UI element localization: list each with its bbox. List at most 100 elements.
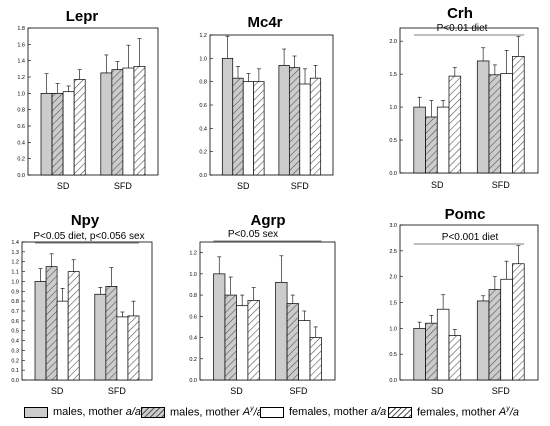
lepr-bar-sfd-s2 bbox=[111, 69, 124, 176]
mc4r-ytick-label: 0.8 bbox=[199, 80, 207, 86]
mc4r-ytick-label: 0.2 bbox=[199, 150, 207, 156]
pomc-bar-sfd-s1 bbox=[476, 300, 490, 381]
npy-ytick-label: 0.2 bbox=[11, 358, 19, 364]
legend-item: females, mother Ay/a bbox=[388, 405, 519, 419]
npy-bar-sd-s1 bbox=[34, 281, 47, 381]
npy-bar-sfd-s3 bbox=[116, 316, 129, 381]
legend-label: males, mother Ay/a bbox=[170, 405, 263, 419]
mc4r-ytick-label: 0.0 bbox=[199, 173, 207, 179]
crh-bar-sfd-s4 bbox=[512, 55, 525, 174]
agrp-ytick-label: 0.4 bbox=[189, 336, 197, 342]
agrp-bar-sfd-s2 bbox=[286, 303, 299, 381]
npy-bar-sfd-s1 bbox=[94, 293, 107, 381]
agrp-bar-sd-s2 bbox=[224, 294, 237, 381]
crh-bar-sfd-s3 bbox=[500, 73, 513, 174]
npy-ytick-label: 1.0 bbox=[11, 279, 19, 285]
agrp-ytick-label: 0.0 bbox=[189, 378, 197, 384]
lepr-ytick-label: 0.0 bbox=[17, 173, 25, 179]
pomc-ytick-label: 2.0 bbox=[389, 275, 397, 281]
lepr-bar-sd-s2 bbox=[51, 92, 64, 176]
mc4r-bar-sd-s1 bbox=[221, 57, 234, 176]
agrp-bar-sd-s1 bbox=[213, 273, 226, 381]
agrp-bar-sfd-s4 bbox=[309, 337, 322, 381]
npy-xtick-label-sd: SD bbox=[51, 386, 64, 396]
crh-bar-sfd-s1 bbox=[476, 60, 490, 174]
npy-bar-sd-s3 bbox=[56, 300, 69, 381]
mc4r-ytick-label: 1.2 bbox=[199, 33, 207, 39]
legend-label: males, mother a/a bbox=[53, 406, 142, 418]
lepr-ytick-label: 0.2 bbox=[17, 157, 25, 163]
legend-item: males, mother Ay/a bbox=[141, 405, 263, 419]
agrp-plot-frame bbox=[199, 241, 336, 381]
npy-ytick-label: 1.1 bbox=[11, 270, 19, 276]
pomc-ytick-label: 3.0 bbox=[389, 223, 397, 229]
npy-bar-sfd-s2 bbox=[105, 286, 118, 381]
legend-swatch bbox=[388, 406, 412, 418]
pomc-xtick-label-sfd: SFD bbox=[492, 386, 511, 396]
crh-bar-sfd-s2 bbox=[488, 74, 502, 174]
crh-bar-sd-s4 bbox=[448, 75, 462, 174]
npy-ytick-label: 0.4 bbox=[11, 339, 19, 345]
legend-swatch bbox=[24, 406, 48, 418]
pomc-ytick-label: 0.0 bbox=[389, 378, 397, 384]
mc4r-ytick-label: 1.0 bbox=[199, 56, 207, 62]
npy-ytick-label: 0.1 bbox=[11, 368, 19, 374]
lepr-ytick-label: 1.2 bbox=[17, 75, 25, 81]
mc4r-bar-sd-s4 bbox=[253, 81, 265, 176]
crh-xtick-label-sd: SD bbox=[431, 180, 444, 190]
pomc-ytick-label: 0.5 bbox=[389, 352, 397, 358]
figure-panels: Lepr 0.0 0.2 0.4 0.6 0.8 1.0 1.2 1.4 1.6 1.8 SD SFD M… bbox=[11, 5, 539, 396]
npy-significance-label: P<0.05 diet, p<0.056 sex bbox=[33, 231, 144, 242]
mc4r-bar-sfd-s4 bbox=[309, 77, 322, 176]
lepr-ytick-label: 1.8 bbox=[17, 26, 25, 32]
pomc-bar-sfd-s4 bbox=[512, 263, 525, 381]
pomc-ytick-label: 1.5 bbox=[389, 301, 397, 307]
legend-label: females, mother Ay/a bbox=[417, 405, 519, 419]
legend-swatch bbox=[141, 406, 165, 418]
crh-significance-label: P<0.01 diet bbox=[437, 23, 488, 34]
npy-ytick-label: 0.0 bbox=[11, 378, 19, 384]
agrp-bar-sd-s3 bbox=[236, 305, 249, 381]
agrp-ytick-label: 0.6 bbox=[189, 314, 197, 320]
mc4r-title: Mc4r bbox=[247, 14, 282, 31]
crh-xtick-label-sfd: SFD bbox=[492, 180, 511, 190]
lepr-bar-sfd-s4 bbox=[133, 66, 146, 176]
lepr-bar-sd-s4 bbox=[73, 79, 86, 176]
mc4r-bar-sfd-s1 bbox=[278, 64, 290, 176]
lepr-xtick-label-sd: SD bbox=[57, 181, 70, 191]
legend-label: females, mother a/a bbox=[289, 406, 387, 418]
crh-title: Crh bbox=[447, 5, 473, 22]
npy-bar-sfd-s4 bbox=[127, 315, 140, 381]
legend-item: females, mother a/a bbox=[260, 405, 386, 419]
agrp-ytick-label: 0.2 bbox=[189, 357, 197, 363]
crh-plot-frame bbox=[399, 27, 539, 174]
lepr-ytick-label: 0.4 bbox=[17, 140, 25, 146]
agrp-ytick-label: 1.2 bbox=[189, 251, 197, 257]
crh-bar-sd-s1 bbox=[413, 106, 426, 174]
agrp-bar-sfd-s1 bbox=[275, 281, 288, 381]
npy-ytick-label: 1.3 bbox=[11, 250, 19, 256]
npy-ytick-label: 0.6 bbox=[11, 319, 19, 325]
pomc-title: Pomc bbox=[445, 206, 486, 223]
mc4r-bar-sfd-s2 bbox=[288, 67, 301, 176]
crh-ytick-label: 1.0 bbox=[389, 105, 397, 111]
mc4r-xtick-label-sfd: SFD bbox=[291, 181, 310, 191]
pomc-significance-label: P<0.001 diet bbox=[442, 232, 499, 243]
crh-ytick-label: 0.5 bbox=[389, 138, 397, 144]
npy-ytick-label: 0.5 bbox=[11, 329, 19, 335]
npy-ytick-label: 0.8 bbox=[11, 299, 19, 305]
npy-ytick-label: 0.7 bbox=[11, 309, 19, 315]
lepr-bar-sd-s1 bbox=[40, 92, 53, 176]
lepr-title: Lepr bbox=[66, 8, 99, 25]
crh-ytick-label: 2.0 bbox=[389, 39, 397, 45]
pomc-xtick-label-sd: SD bbox=[431, 386, 444, 396]
lepr-ytick-label: 1.4 bbox=[17, 59, 25, 65]
npy-ytick-label: 0.9 bbox=[11, 289, 19, 295]
agrp-xtick-label-sfd: SFD bbox=[290, 386, 309, 396]
pomc-bar-sd-s3 bbox=[436, 308, 450, 381]
lepr-bar-sfd-s1 bbox=[100, 72, 113, 176]
lepr-bar-sd-s3 bbox=[62, 91, 75, 176]
mc4r-ytick-label: 0.4 bbox=[199, 126, 207, 132]
crh-bar-sd-s2 bbox=[425, 116, 438, 174]
agrp-xtick-label-sd: SD bbox=[230, 386, 243, 396]
